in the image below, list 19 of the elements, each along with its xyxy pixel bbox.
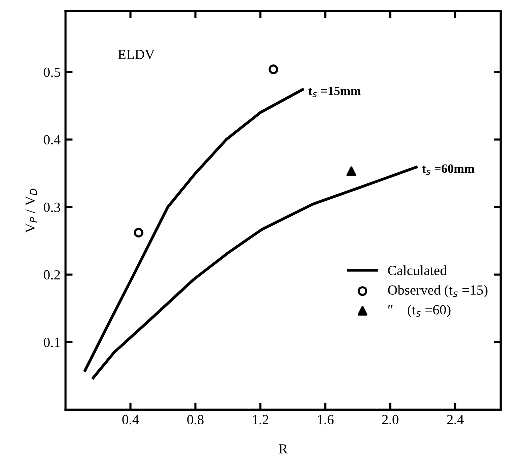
x-tick-label: 0.8: [188, 415, 204, 425]
x-tick-label: 0.4: [122, 415, 140, 425]
x-tick-label: 1.6: [318, 415, 334, 425]
legend-label: Calculated: [388, 266, 447, 276]
y-tick-label: 0.3: [44, 202, 60, 212]
x-tick-label: 2.4: [447, 415, 464, 425]
y-axis-title: V$_{P}$ / V$_{D}$: [26, 188, 38, 234]
y-tick-label: 0.2: [44, 270, 60, 280]
x-axis-title: R: [279, 444, 288, 454]
x-tick-label: 2.0: [382, 415, 399, 425]
y-tick-label: 0.1: [44, 338, 60, 348]
y-tick-label: 0.4: [44, 135, 61, 145]
x-tick-label: 1.2: [253, 415, 269, 425]
legend-label: Observed (t$_{s}$ =15): [388, 285, 488, 298]
annotation: ELDV: [118, 50, 155, 60]
y-tick-label: 0.5: [44, 68, 60, 78]
legend-label: ″ (t$_{s}$ =60): [388, 304, 451, 318]
annotation: t$_{s}$ =60mm: [422, 164, 475, 176]
annotation: t$_{s}$ =15mm: [308, 86, 361, 98]
